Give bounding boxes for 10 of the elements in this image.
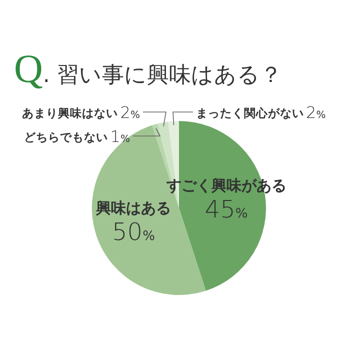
data-label: 2% [306,103,326,122]
slice-label: 興味はある [94,198,171,217]
pie-slice [168,121,179,208]
data-label: 50% [112,218,155,246]
chart-title: Q. 習い事に興味はある？ [14,46,282,91]
slice-label: あまり興味はない [22,106,118,120]
data-label: 45% [204,196,248,224]
slice-label: まったく関心がない [196,106,304,120]
slice-label: どちらでもない [24,130,108,144]
data-label: 2% [120,103,140,122]
